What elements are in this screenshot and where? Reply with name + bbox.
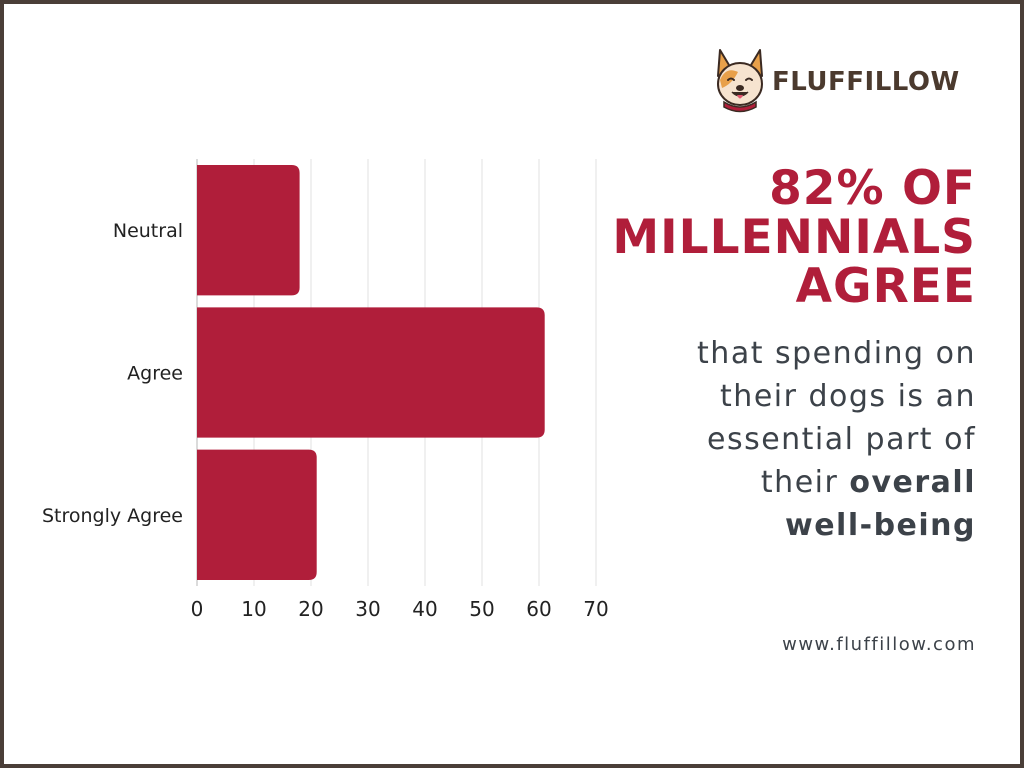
- description-text: that spending on their dogs is an essent…: [556, 332, 976, 547]
- headline-line: AGREE: [795, 259, 976, 314]
- headline-line: MILLENNIALS: [612, 210, 976, 265]
- bar: [197, 307, 545, 438]
- x-tick-label: 30: [355, 597, 380, 621]
- bar: [197, 449, 317, 580]
- x-tick-label: 20: [298, 597, 323, 621]
- description-line: their dogs is an: [720, 379, 976, 414]
- dog-logo-icon: [717, 49, 763, 113]
- category-label: Neutral: [113, 220, 183, 242]
- x-tick-label: 10: [241, 597, 266, 621]
- category-label: Agree: [127, 363, 183, 385]
- x-tick-label: 60: [526, 597, 551, 621]
- x-tick-label: 0: [191, 597, 204, 621]
- headline: 82% OF MILLENNIALS AGREE: [556, 164, 976, 311]
- brand-name: FLUFFILLOW: [772, 67, 960, 97]
- x-tick-label: 70: [583, 597, 608, 621]
- description-line: essential part of: [706, 422, 976, 457]
- x-tick-label: 40: [412, 597, 437, 621]
- description-line: their overall: [556, 461, 976, 504]
- description-text-bold: overall: [849, 465, 976, 500]
- category-label: Strongly Agree: [42, 505, 183, 527]
- x-tick-label: 50: [469, 597, 494, 621]
- bar: [197, 165, 300, 296]
- description-text-plain: their: [760, 465, 850, 500]
- bar-chart: 0 10 20 30 40 50 60 70 Neutral Agree Strongly Agre…: [42, 159, 609, 621]
- brand-header: FLUFFILLOW: [712, 44, 960, 114]
- description-line: well-being: [784, 508, 976, 543]
- website-link[interactable]: www.fluffillow.com: [782, 634, 976, 655]
- headline-line: 82% OF: [769, 161, 976, 216]
- description-line: that spending on: [697, 336, 976, 371]
